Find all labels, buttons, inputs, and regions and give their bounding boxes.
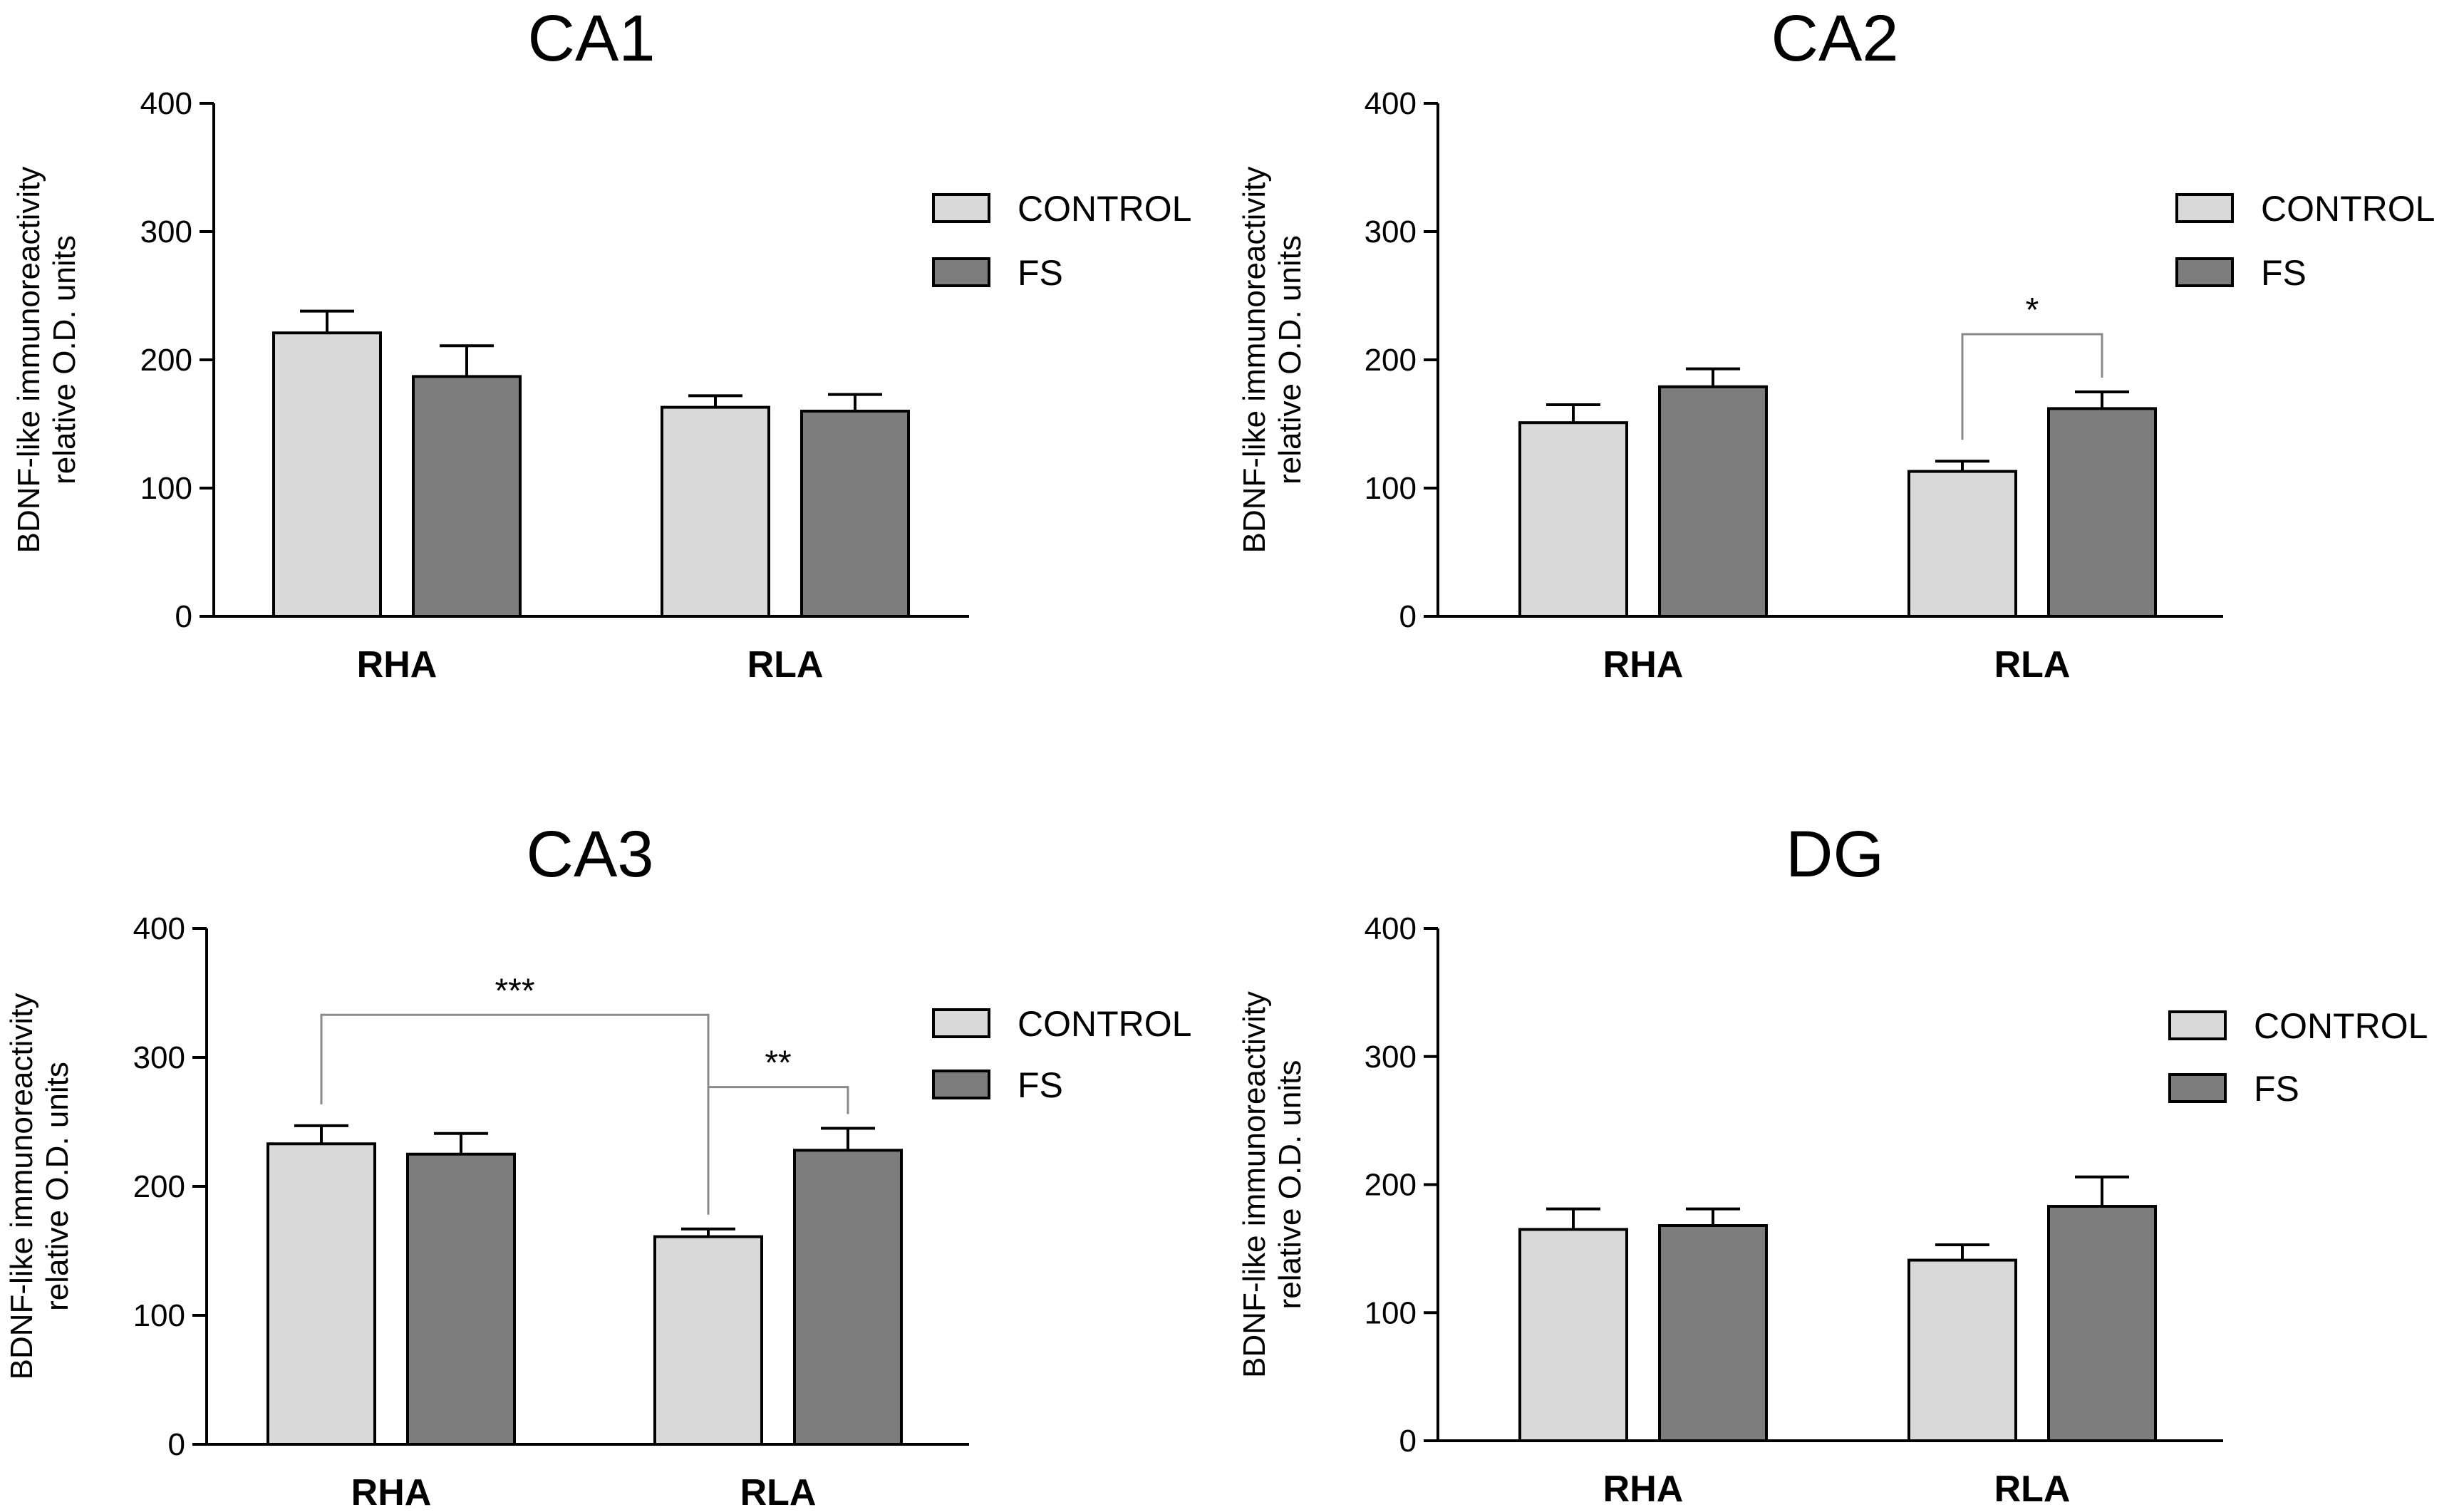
y-axis-label-line-2: relative O.D. units (47, 235, 82, 485)
y-tick-label: 100 (1365, 1295, 1417, 1330)
y-tick-label: 200 (1365, 343, 1417, 378)
chart-panel-ca1: CA1 BDNF-like immunoreactivity relative O.… (11, 2, 1191, 685)
significance-label: *** (495, 972, 534, 1010)
y-axis-label-line-2: relative O.D. units (1273, 1060, 1308, 1310)
x-tick-label: RHA (1603, 1469, 1684, 1510)
significance-bracket (1961, 333, 2103, 440)
y-tick-label: 0 (175, 599, 192, 634)
significance-label: ** (765, 1045, 791, 1082)
chart-panel-ca2: CA2 BDNF-like immunoreactivity relative O.… (1237, 2, 2435, 685)
legend-label: FS (1018, 1065, 1063, 1105)
y-axis-label: BDNF-like immunoreactivity relative O.D. … (4, 993, 75, 1380)
x-tick-label: RHA (351, 1472, 432, 1512)
bar-fs-rla (2047, 1205, 2157, 1442)
y-tick-label: 300 (140, 214, 192, 249)
y-axis-label: BDNF-like immunoreactivity relative O.D. … (1237, 991, 1308, 1378)
bar-fs-rla (2047, 407, 2157, 618)
legend-label: FS (1018, 253, 1063, 293)
legend-swatch-control (932, 1008, 990, 1038)
bar-fs-rha (412, 375, 522, 618)
legend-swatch-control (2175, 193, 2234, 223)
y-axis-label: BDNF-like immunoreactivity relative O.D. … (11, 167, 82, 554)
y-tick-label: 300 (1365, 1040, 1417, 1075)
chart-title: CA1 (528, 2, 656, 75)
bar-fs-rla (793, 1149, 903, 1446)
y-tick-label: 200 (140, 343, 192, 378)
bar-fs-rha (1658, 1224, 1768, 1443)
chart-title: CA3 (527, 818, 654, 891)
bar-fs-rla (800, 410, 910, 618)
y-axis-label-line-1: BDNF-like immunoreactivity (1237, 167, 1272, 554)
bar-fs-rha (406, 1152, 516, 1446)
legend-label: CONTROL (2261, 189, 2435, 229)
y-tick-label: 400 (1365, 86, 1417, 121)
legend-label: FS (2261, 253, 2307, 293)
bar-fs-rha (1658, 385, 1768, 618)
bar-control-rha (272, 331, 382, 618)
x-tick-label: RLA (747, 644, 824, 685)
y-tick-label: 200 (1365, 1168, 1417, 1203)
significance-bracket (707, 1086, 849, 1208)
y-axis-label-line-1: BDNF-like immunoreactivity (11, 167, 46, 554)
y-tick-label: 400 (133, 911, 185, 946)
chart-panel-dg: DG BDNF-like immunoreactivity relative O.D… (1237, 818, 2428, 1510)
legend-swatch-fs (2175, 257, 2234, 287)
y-tick-label: 100 (133, 1298, 185, 1333)
bar-control-rha (266, 1142, 376, 1446)
bar-control-rha (1518, 1228, 1628, 1442)
y-tick-label: 300 (1365, 214, 1417, 249)
y-tick-label: 400 (140, 86, 192, 121)
legend-swatch-fs (932, 1070, 990, 1099)
chart-title: DG (1786, 818, 1884, 891)
y-axis-label-line-2: relative O.D. units (40, 1062, 75, 1311)
significance-label: * (2026, 291, 2039, 329)
x-tick-label: RLA (1994, 644, 2071, 685)
x-tick-label: RLA (1994, 1469, 2071, 1510)
x-tick-label: RHA (1603, 644, 1684, 685)
legend-swatch-fs (2168, 1073, 2227, 1103)
y-tick-label: 0 (1399, 599, 1417, 634)
y-tick-label: 100 (140, 471, 192, 506)
legend-swatch-fs (932, 257, 990, 287)
legend-label: CONTROL (2254, 1006, 2428, 1046)
y-axis-label-line-1: BDNF-like immunoreactivity (1237, 991, 1272, 1378)
chart-title: CA2 (1771, 2, 1899, 75)
legend-label: CONTROL (1018, 189, 1191, 229)
y-tick-label: 300 (133, 1040, 185, 1075)
legend-label: FS (2254, 1069, 2299, 1109)
bar-control-rha (1518, 421, 1628, 618)
y-axis-label-line-1: BDNF-like immunoreactivity (4, 993, 39, 1380)
x-tick-label: RLA (740, 1472, 817, 1512)
bar-control-rla (661, 405, 770, 618)
y-tick-label: 400 (1365, 911, 1417, 946)
y-tick-label: 100 (1365, 471, 1417, 506)
y-tick-label: 0 (1399, 1424, 1417, 1459)
y-tick-label: 0 (168, 1427, 185, 1462)
y-tick-label: 200 (133, 1169, 185, 1204)
bar-control-rla (653, 1235, 763, 1446)
legend-swatch-control (2168, 1010, 2227, 1040)
x-tick-label: RHA (357, 644, 438, 685)
legend-swatch-control (932, 193, 990, 223)
chart-panel-ca3: CA3 BDNF-like immunoreactivity relative O.… (4, 818, 1191, 1512)
y-axis-label-line-2: relative O.D. units (1273, 235, 1308, 485)
legend-label: CONTROL (1018, 1004, 1191, 1044)
bar-control-rla (1907, 1258, 2017, 1442)
y-axis-label: BDNF-like immunoreactivity relative O.D. … (1237, 167, 1308, 554)
bar-control-rla (1907, 470, 2017, 618)
